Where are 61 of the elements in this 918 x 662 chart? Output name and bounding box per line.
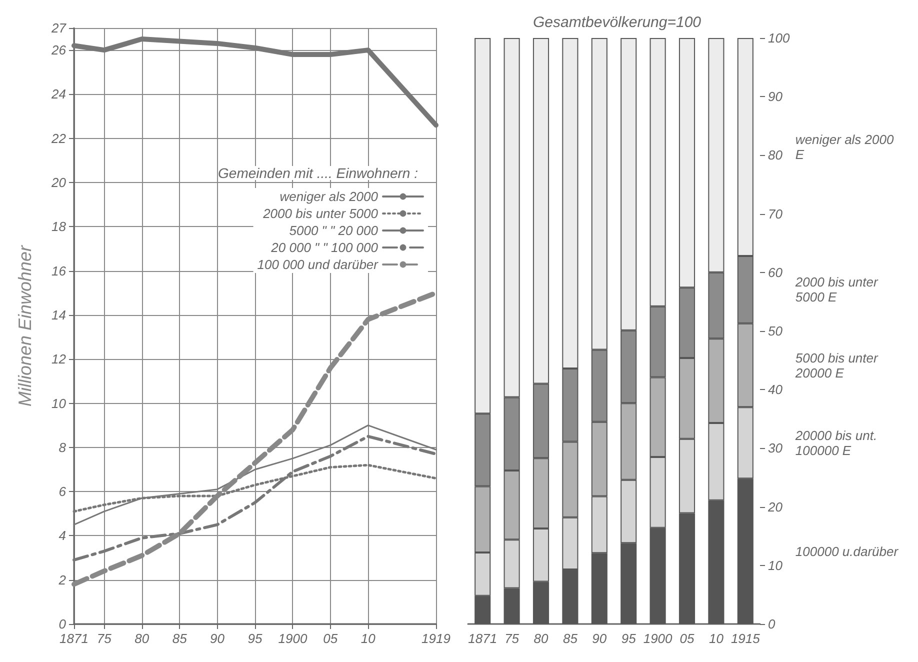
legend-label: 2000 bis unter 5000 <box>262 206 379 221</box>
x-tick-label: 10 <box>708 631 724 646</box>
legend-label: 20 000 " " 100 000 <box>270 240 379 255</box>
x-tick-label: 95 <box>248 631 263 646</box>
y-axis-title: Millionen Einwohner <box>15 244 35 407</box>
x-tick-label: 85 <box>562 631 578 646</box>
y-tick-label: 26 <box>50 42 67 58</box>
legend-label: 5000 " " 20 000 <box>289 223 379 238</box>
x-tick-label: 1871 <box>60 631 88 646</box>
y-tick-label: 14 <box>52 307 66 322</box>
y-tick-label: 0 <box>58 616 67 632</box>
y-tick-label: 27 <box>50 20 67 36</box>
x-tick-label: 75 <box>504 631 520 646</box>
line-series <box>73 424 437 526</box>
x-tick-label: 1871 <box>468 631 498 646</box>
text: 5000 bis unter 20000 E <box>794 350 882 380</box>
y-tick-label: 10 <box>52 396 67 411</box>
text: 100000 u.darüber <box>795 544 899 559</box>
y-tick-label: 22 <box>50 130 67 146</box>
chart-title: Gesamtbevölkerung=100 <box>533 14 702 31</box>
y-tick-label: 60 <box>768 264 784 280</box>
x-tick-label: 80 <box>534 631 549 646</box>
y-tick-label: 30 <box>768 440 784 456</box>
x-tick-label: 1900 <box>278 631 308 646</box>
legend-title: Gemeinden mit .... Einwohnern : <box>218 165 418 181</box>
legend-label: weniger als 2000 <box>280 189 379 204</box>
x-tick-label: 1900 <box>643 631 674 646</box>
x-tick-label: 90 <box>592 631 608 646</box>
x-tick-label: 10 <box>360 631 376 646</box>
y-tick-label: 16 <box>52 263 67 278</box>
y-tick-label: 90 <box>768 89 784 104</box>
y-tick-label: 4 <box>58 528 66 544</box>
x-tick-label: 80 <box>134 631 150 646</box>
text: 20000 bis unt. 100000 E <box>794 428 881 458</box>
y-tick-label: 8 <box>58 440 67 455</box>
y-tick-label: 20 <box>50 175 67 190</box>
x-tick-label: 90 <box>210 631 226 646</box>
y-tick-label: 100 <box>768 30 790 46</box>
x-tick-label: 85 <box>172 631 188 646</box>
y-tick-label: 10 <box>768 558 784 573</box>
x-tick-label: 75 <box>96 631 112 646</box>
line-series <box>72 434 438 562</box>
x-tick-label: 05 <box>680 631 695 646</box>
x-tick-label: 1919 <box>422 631 450 646</box>
y-tick-label: 20 <box>767 499 784 514</box>
y-tick-label: 24 <box>50 86 66 102</box>
y-tick-label: 80 <box>768 148 784 163</box>
y-tick-label: 50 <box>768 324 784 338</box>
x-tick-label: 1915 <box>730 631 761 646</box>
y-tick-label: 0 <box>768 616 776 632</box>
y-tick-label: 18 <box>52 219 67 234</box>
y-tick-label: 70 <box>768 206 784 222</box>
text: weniger als 2000 E <box>795 132 898 162</box>
legend-label: 100 000 und darüber <box>257 257 379 272</box>
text: 2000 bis unter 5000 E <box>794 274 882 305</box>
x-tick-label: 05 <box>323 631 338 646</box>
y-tick-label: 12 <box>52 352 67 367</box>
x-tick-label: 95 <box>621 631 637 646</box>
y-tick-label: 40 <box>768 382 784 398</box>
y-tick-label: 2 <box>58 572 67 588</box>
y-tick-label: 6 <box>58 484 67 500</box>
